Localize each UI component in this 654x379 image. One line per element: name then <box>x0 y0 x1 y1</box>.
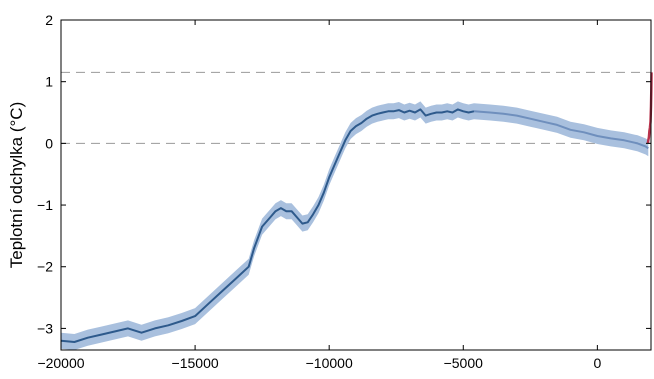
x-tick-label: −10000 <box>306 355 353 371</box>
x-tick-label: 0 <box>593 355 601 371</box>
reconstruction-series-line <box>60 108 475 343</box>
x-tick-label: −20000 <box>37 355 84 371</box>
x-tick-label: −15000 <box>172 355 219 371</box>
x-tick-label: −5000 <box>444 355 484 371</box>
y-tick-label: 0 <box>45 135 53 151</box>
reconstruction_late-series-line <box>473 110 649 150</box>
plot-area <box>60 71 653 351</box>
y-tick-label: −2 <box>37 259 53 275</box>
plot-frame <box>60 19 652 351</box>
y-tick-label: −1 <box>37 197 53 213</box>
y-tick-label: 2 <box>45 12 53 28</box>
y-axis-title: Teplotní odchylka (°C) <box>7 102 26 268</box>
y-tick-label: 1 <box>45 74 53 90</box>
reconstruction-uncertainty-band <box>61 101 474 351</box>
y-tick-label: −3 <box>37 320 53 336</box>
axis-ticks: −20000 −15000 −10000 −5000 0 −3 −2 −1 0 1 2 <box>37 12 651 371</box>
reconstruction_late-uncertainty-band <box>474 103 649 157</box>
